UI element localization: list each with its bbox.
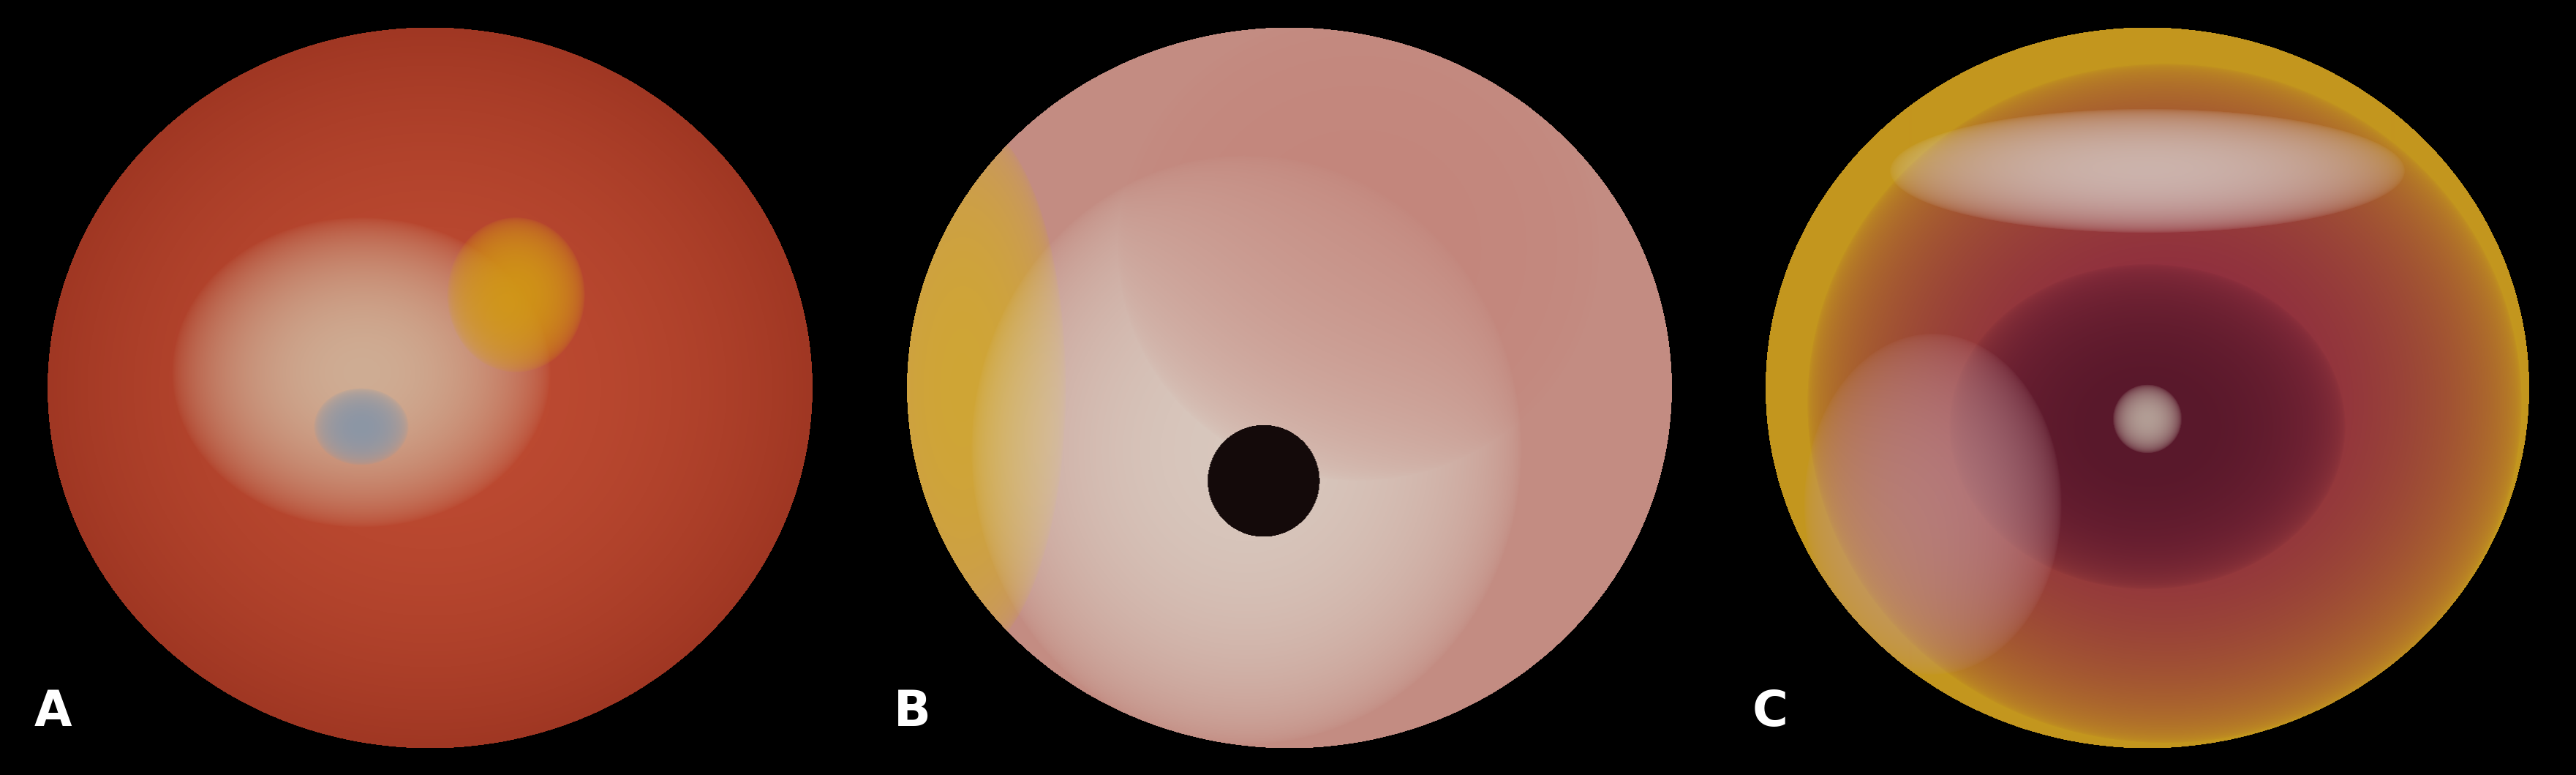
Text: B: B	[894, 688, 930, 736]
Text: A: A	[33, 688, 72, 736]
Text: C: C	[1752, 688, 1788, 736]
